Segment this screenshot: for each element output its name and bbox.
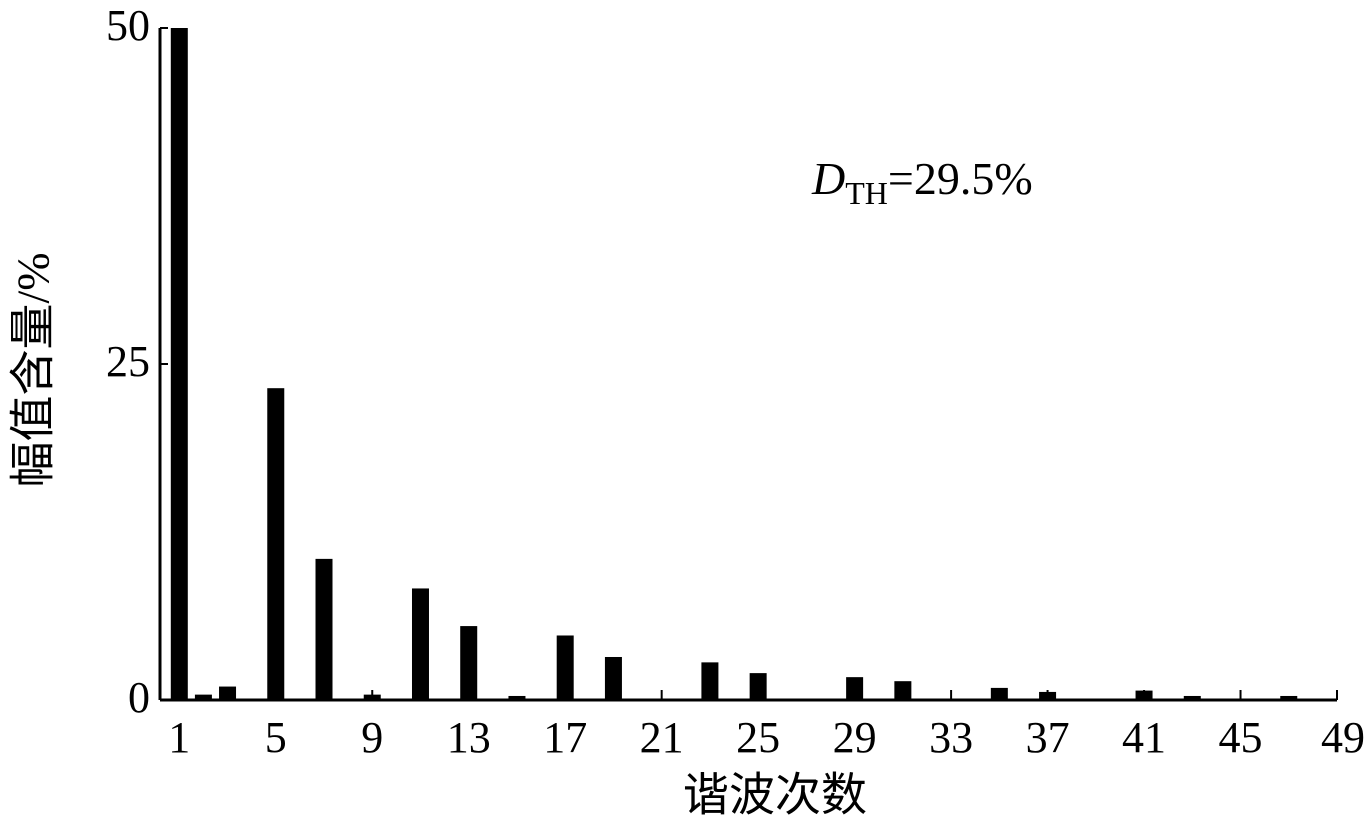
bar [315, 558, 333, 700]
bar [556, 635, 574, 700]
y-tick-label: 0 [128, 673, 150, 722]
bar [363, 694, 381, 700]
x-tick-label: 9 [361, 713, 383, 762]
bar [1135, 690, 1153, 700]
bar [267, 388, 285, 700]
bar [194, 694, 212, 700]
bar [460, 626, 478, 700]
x-tick-label: 13 [447, 713, 491, 762]
bar [1280, 695, 1298, 700]
annotation: DTH=29.5% [811, 153, 1033, 211]
x-tick-label: 49 [1321, 713, 1365, 762]
x-tick-label: 33 [929, 713, 973, 762]
annotation-symbol: D [811, 153, 845, 204]
x-axis-title: 谐波次数 [683, 770, 867, 821]
bar [411, 588, 429, 700]
x-tick-label: 5 [265, 713, 287, 762]
bar [701, 662, 719, 700]
y-axis-title: 幅值含量/% [8, 252, 59, 487]
annotation-subscript: TH [845, 175, 888, 211]
x-tick-label: 45 [1219, 713, 1263, 762]
bar [894, 681, 912, 700]
bar [749, 673, 767, 700]
x-tick-label: 17 [543, 713, 587, 762]
x-tick-label: 21 [640, 713, 684, 762]
x-tick-label: 25 [736, 713, 780, 762]
y-tick-label: 50 [106, 1, 150, 50]
bar [219, 686, 237, 700]
bar [1183, 695, 1201, 700]
x-tick-label: 1 [168, 713, 190, 762]
x-tick-label: 29 [833, 713, 877, 762]
bar [846, 677, 864, 700]
bar [170, 28, 188, 700]
bar [990, 687, 1008, 700]
bar [604, 656, 622, 700]
annotation-text: =29.5% [888, 153, 1033, 204]
x-tick-label: 41 [1122, 713, 1166, 762]
y-tick-label: 25 [106, 337, 150, 386]
bar [508, 695, 526, 700]
x-tick-label: 37 [1026, 713, 1070, 762]
bar [1039, 691, 1057, 700]
